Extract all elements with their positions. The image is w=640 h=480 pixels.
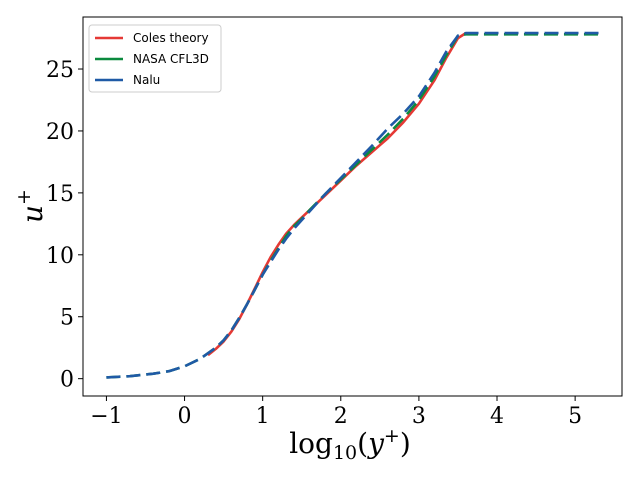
y-tick-label: 5 [60,306,74,331]
legend-label: Nalu [133,73,160,87]
y-tick-label: 25 [46,58,74,83]
legend-box [88,24,222,93]
series-layer [106,31,599,379]
plot-frame [82,16,623,397]
legend: Coles theory NASA CFL3D Nalu [88,24,222,93]
legend-label: Coles theory [133,31,209,45]
x-axis: −1 0 1 2 3 4 5 [90,396,582,429]
x-tick-label: 1 [256,404,270,429]
y-tick-label: 20 [46,120,74,145]
x-tick-label: 4 [490,404,504,429]
legend-label: NASA CFL3D [133,52,209,66]
x-tick-label: 3 [412,404,426,429]
series-line-3 [106,31,599,379]
x-axis-label: log10(y+) [289,425,411,464]
x-tick-label: 2 [334,404,348,429]
x-tick-label: 5 [568,404,582,429]
y-axis: 0 5 10 15 20 25 [46,58,83,393]
y-tick-label: 0 [60,368,74,393]
y-axis-label: u+ [13,189,49,223]
x-tick-label: −1 [90,404,122,429]
x-tick-label: 0 [178,404,192,429]
y-tick-label: 15 [46,182,74,207]
y-tick-label: 10 [46,244,74,269]
